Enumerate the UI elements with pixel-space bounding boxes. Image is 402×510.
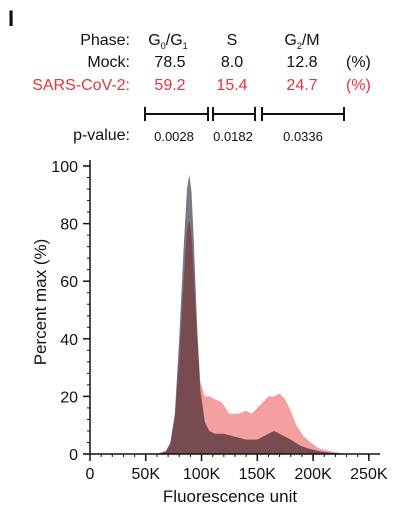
x-tick-label: 50K bbox=[132, 466, 161, 483]
series-area-sars-cov-2 bbox=[156, 220, 347, 454]
phase-g0g1: G0/G1 bbox=[148, 32, 188, 52]
series-area-mock bbox=[156, 174, 347, 454]
sars-label: SARS-CoV-2: bbox=[32, 77, 130, 94]
mock-s: 8.0 bbox=[220, 54, 244, 71]
x-tick-label: 100K bbox=[183, 466, 221, 483]
x-tick-label: 150K bbox=[239, 466, 277, 483]
mock-g2m: 12.8 bbox=[286, 54, 318, 71]
y-tick-label: 40 bbox=[60, 332, 78, 349]
pvalue-g0g1: 0.0028 bbox=[154, 129, 194, 144]
phase-g2m: G2/M bbox=[284, 32, 320, 52]
phase-s: S bbox=[226, 32, 238, 49]
sars-g2m: 24.7 bbox=[286, 77, 318, 94]
x-tick-label: 200K bbox=[294, 466, 332, 483]
panel-letter: I bbox=[8, 6, 15, 31]
y-axis-label: Percent max (%) bbox=[31, 239, 50, 366]
phase-label: Phase: bbox=[80, 32, 130, 49]
pvalue-s: 0.0182 bbox=[213, 129, 253, 144]
sars-unit: (%) bbox=[346, 77, 371, 94]
y-tick-label: 100 bbox=[51, 159, 78, 176]
mock-unit: (%) bbox=[346, 54, 371, 71]
y-tick-label: 0 bbox=[69, 447, 78, 464]
pvalue-label: p-value: bbox=[73, 127, 130, 144]
significance-brackets bbox=[144, 107, 345, 121]
y-tick-label: 20 bbox=[60, 389, 78, 406]
sars-g0g1: 59.2 bbox=[154, 77, 186, 94]
mock-label: Mock: bbox=[87, 54, 130, 71]
x-tick-label: 250K bbox=[350, 466, 388, 483]
x-tick-label: 0 bbox=[86, 466, 95, 483]
sars-s: 15.4 bbox=[216, 77, 248, 94]
pvalue-g2m: 0.0336 bbox=[283, 129, 323, 144]
x-axis-label: Fluorescence unit bbox=[163, 487, 297, 506]
mock-g0g1: 78.5 bbox=[154, 54, 186, 71]
y-tick-label: 60 bbox=[60, 274, 78, 291]
y-tick-label: 80 bbox=[60, 217, 78, 234]
